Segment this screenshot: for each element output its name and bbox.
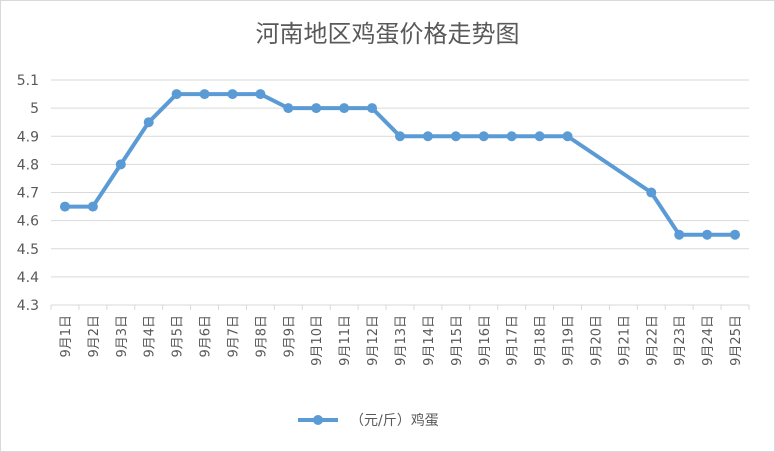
y-tick-label: 5	[30, 101, 39, 117]
x-tick-label: 9月8日	[254, 315, 269, 358]
x-tick-label: 9月10日	[310, 315, 325, 366]
x-tick-label: 9月5日	[171, 315, 186, 358]
x-tick-label: 9月11日	[338, 315, 353, 366]
x-tick-label: 9月22日	[645, 315, 660, 366]
data-point	[199, 89, 210, 100]
data-point	[115, 159, 126, 170]
data-point	[395, 131, 405, 142]
x-tick-label: 9月16日	[478, 315, 493, 366]
data-point	[730, 229, 741, 240]
x-tick-label: 9月21日	[617, 315, 632, 366]
legend-label: （元/斤）鸡蛋	[350, 412, 439, 429]
y-tick-label: 4.5	[17, 242, 39, 258]
x-tick-label: 9月13日	[394, 315, 409, 366]
x-tick-label: 9月9日	[282, 315, 297, 358]
data-point	[87, 201, 98, 212]
y-tick-label: 4.8	[17, 157, 39, 173]
data-point	[143, 117, 154, 128]
data-point	[227, 89, 238, 100]
data-point	[534, 131, 545, 142]
y-tick-label: 4.6	[17, 214, 39, 230]
x-tick-label: 9月4日	[143, 315, 158, 358]
y-axis-ticks: 4.3 4.4 4.5 4.6 4.7 4.8 4.9 5 5.1	[17, 73, 39, 314]
data-point	[702, 229, 713, 240]
x-tick-label: 9月7日	[226, 315, 241, 358]
x-tick-label: 9月6日	[199, 315, 214, 358]
y-tick-label: 4.7	[17, 186, 39, 202]
data-point	[59, 201, 70, 212]
data-point	[255, 89, 266, 100]
data-point	[171, 89, 182, 100]
x-tick-label: 9月19日	[562, 315, 577, 366]
legend: （元/斤）鸡蛋	[298, 412, 439, 429]
x-tick-label: 9月3日	[115, 315, 130, 358]
x-tick-label: 9月15日	[450, 315, 465, 366]
data-point	[283, 103, 294, 114]
data-point	[478, 131, 489, 142]
x-tick-label: 9月20日	[589, 315, 604, 366]
data-point	[506, 131, 517, 142]
data-point	[311, 103, 322, 114]
x-tick-label: 9月18日	[534, 315, 549, 366]
y-tick-label: 4.9	[17, 129, 39, 145]
data-point	[562, 131, 573, 142]
x-tick-label: 9月17日	[506, 315, 521, 366]
data-point	[674, 229, 685, 240]
chart-title: 河南地区鸡蛋价格走势图	[255, 20, 520, 48]
x-tick-label: 9月14日	[422, 315, 437, 366]
x-tick-label: 9月23日	[673, 315, 688, 366]
x-tick-label: 9月25日	[729, 315, 744, 366]
data-point	[646, 187, 657, 198]
legend-marker	[313, 415, 323, 425]
series-points	[59, 89, 741, 240]
data-point	[450, 131, 461, 142]
x-tick-label: 9月12日	[366, 315, 381, 366]
x-tick-label: 9月24日	[701, 315, 716, 366]
x-tick-label: 9月1日	[59, 315, 74, 358]
x-tick-label: 9月2日	[87, 315, 102, 358]
data-point	[339, 103, 350, 114]
x-axis-ticks: 9月1日 9月2日 9月3日 9月4日 9月5日 9月6日 9月7日 9月8日 9月9日 9月10…	[59, 315, 744, 366]
data-point	[422, 131, 433, 142]
y-tick-label: 4.4	[17, 270, 39, 286]
y-tick-label: 5.1	[17, 73, 39, 89]
data-point	[367, 103, 378, 114]
y-tick-label: 4.3	[17, 298, 39, 314]
